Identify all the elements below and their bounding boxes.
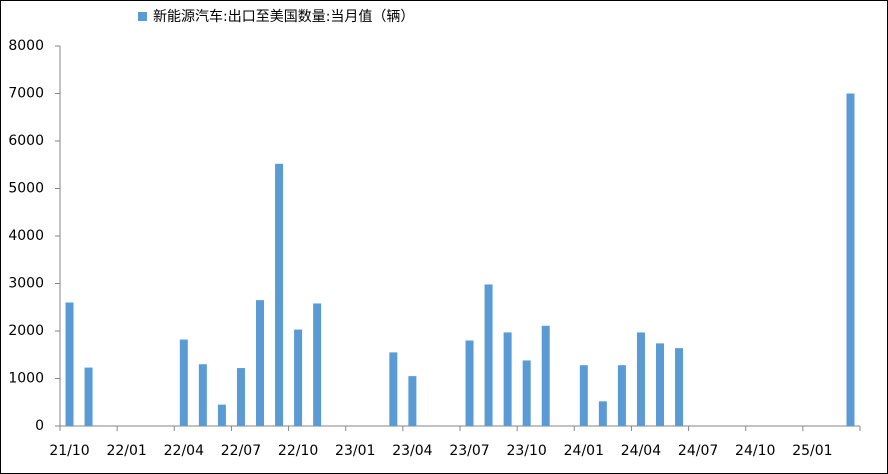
- bar: [179, 339, 188, 426]
- x-tick-label: 24/01: [564, 443, 604, 459]
- bar: [522, 360, 531, 426]
- x-tick-label: 24/10: [735, 443, 775, 459]
- x-tick-label: 24/07: [678, 443, 718, 459]
- legend-label: 新能源汽车:出口至美国数量:当月值（辆）: [153, 8, 414, 25]
- x-tick-label: 22/04: [164, 443, 204, 459]
- bar: [217, 404, 226, 426]
- bar: [484, 284, 493, 426]
- bar: [65, 302, 74, 426]
- x-tick-label: 22/07: [221, 443, 261, 459]
- y-tick-label: 0: [35, 418, 44, 434]
- y-tick-label: 5000: [8, 181, 44, 197]
- bar: [579, 365, 588, 426]
- x-tick-label: 24/04: [621, 443, 661, 459]
- y-tick-label: 8000: [8, 38, 44, 54]
- bar: [84, 367, 93, 426]
- y-tick-label: 3000: [8, 276, 44, 292]
- bar: [256, 300, 264, 426]
- y-tick-label: 1000: [8, 371, 44, 387]
- bar: [656, 343, 664, 426]
- bar: [236, 368, 245, 426]
- x-tick-label: 21/10: [49, 443, 89, 459]
- y-tick-label: 7000: [8, 86, 44, 102]
- bar: [408, 376, 417, 426]
- bar: [541, 325, 550, 426]
- x-tick-label: 22/01: [106, 443, 146, 459]
- bar: [617, 365, 626, 426]
- bar: [598, 401, 607, 426]
- y-tick-label: 4000: [8, 228, 44, 244]
- x-tick-label: 23/10: [506, 443, 546, 459]
- bar: [465, 340, 474, 426]
- y-tick-label: 6000: [8, 133, 44, 149]
- x-tick-label: 22/10: [278, 443, 318, 459]
- bar: [636, 332, 645, 426]
- bar: [503, 332, 512, 426]
- bar: [275, 163, 284, 427]
- bar: [198, 364, 207, 426]
- bar: [294, 329, 303, 426]
- bar: [846, 93, 855, 426]
- y-tick-label: 2000: [8, 323, 44, 339]
- x-tick-label: 23/01: [335, 443, 375, 459]
- bar: [675, 348, 684, 426]
- bar: [389, 352, 398, 426]
- x-tick-label: 25/01: [792, 443, 832, 459]
- legend-swatch: [138, 12, 147, 21]
- x-tick-label: 23/07: [449, 443, 489, 459]
- x-tick-label: 23/04: [392, 443, 432, 459]
- bar: [313, 303, 322, 426]
